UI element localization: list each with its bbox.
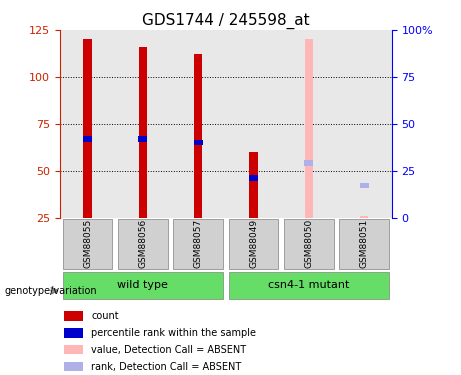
Text: GSM88049: GSM88049	[249, 219, 258, 268]
Text: count: count	[91, 311, 119, 321]
Bar	[305, 39, 313, 218]
Text: value, Detection Call = ABSENT: value, Detection Call = ABSENT	[91, 345, 246, 355]
Bar	[64, 328, 83, 338]
Bar	[194, 140, 203, 146]
Text: rank, Detection Call = ABSENT: rank, Detection Call = ABSENT	[91, 362, 242, 372]
Text: GSM88050: GSM88050	[304, 219, 313, 268]
Bar	[64, 311, 83, 321]
Bar	[83, 136, 92, 142]
Bar	[360, 183, 369, 188]
Bar	[138, 136, 148, 142]
Bar	[249, 152, 258, 217]
Bar	[249, 176, 258, 181]
FancyBboxPatch shape	[339, 219, 389, 269]
Text: percentile rank within the sample: percentile rank within the sample	[91, 328, 256, 338]
Title: GDS1744 / 245598_at: GDS1744 / 245598_at	[142, 12, 310, 28]
FancyBboxPatch shape	[173, 219, 223, 269]
Bar	[304, 160, 313, 166]
Text: GSM88057: GSM88057	[194, 219, 203, 268]
Text: genotype/variation: genotype/variation	[5, 286, 97, 296]
FancyBboxPatch shape	[229, 272, 389, 298]
FancyBboxPatch shape	[284, 219, 334, 269]
Bar	[194, 54, 202, 217]
Bar	[64, 362, 83, 371]
Text: GSM88056: GSM88056	[138, 219, 148, 268]
Text: GSM88055: GSM88055	[83, 219, 92, 268]
FancyBboxPatch shape	[63, 219, 112, 269]
Bar	[360, 216, 368, 217]
FancyBboxPatch shape	[229, 219, 278, 269]
Bar	[83, 39, 92, 218]
Bar	[139, 47, 147, 217]
Text: csn4-1 mutant: csn4-1 mutant	[268, 280, 349, 290]
Text: wild type: wild type	[118, 280, 168, 290]
Bar	[64, 345, 83, 354]
FancyBboxPatch shape	[63, 272, 223, 298]
FancyBboxPatch shape	[118, 219, 168, 269]
Text: GSM88051: GSM88051	[360, 219, 369, 268]
